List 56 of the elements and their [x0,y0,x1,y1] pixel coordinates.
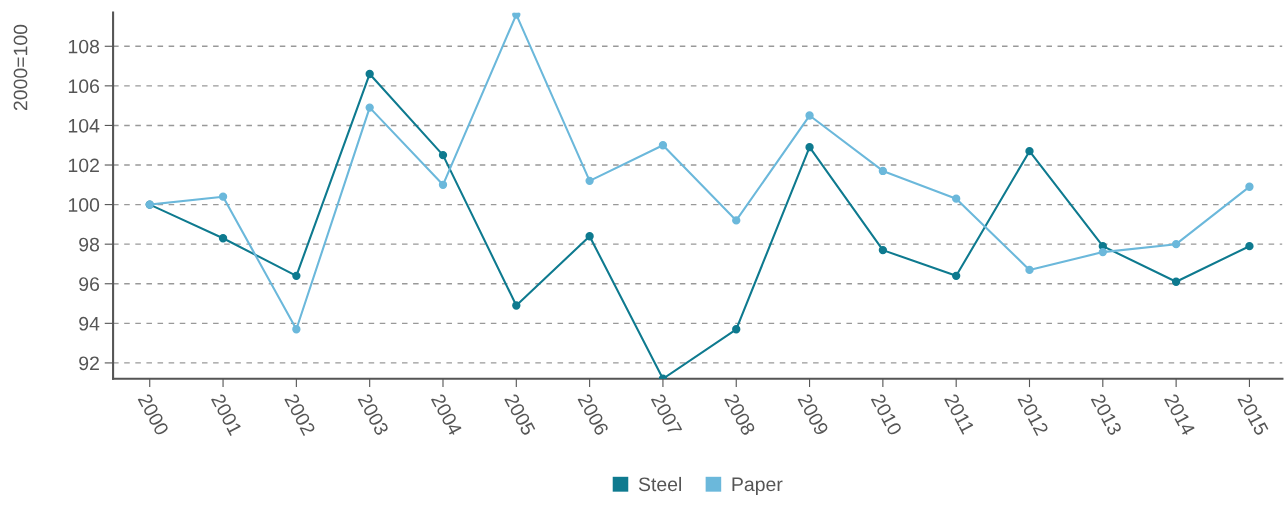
x-tick-label: 2000 [137,393,170,437]
point [438,150,448,160]
point [218,234,228,243]
y-tick-label: 102 [68,158,99,173]
point [1098,247,1107,257]
point [1025,265,1034,275]
x-tick-label: 2014 [1163,393,1196,437]
y-tick-label: 106 [68,79,100,94]
y-axis-title: 2000=100 [13,24,28,111]
x-tick-label: 2011 [944,393,975,435]
x-tick-label: 2009 [797,393,829,437]
point [1245,241,1254,251]
x-tick-label: 2006 [577,393,610,437]
x-tick-label: 2012 [1017,393,1049,436]
point [732,325,741,334]
point [658,141,668,150]
x-tick-label: 2004 [430,393,463,437]
point [878,166,888,176]
x-tick-label: 2008 [724,393,756,437]
y-tick-label: 96 [79,277,100,291]
point [1171,277,1181,286]
x-tick-label: 2001 [210,393,243,436]
point [292,325,301,334]
point [585,176,594,186]
x-tick-label: 2005 [504,393,536,437]
point [365,103,374,112]
point [1025,146,1034,156]
x-tick-label: 2007 [650,393,683,436]
y-tick-label: 108 [68,39,100,54]
legend-label: Paper [732,477,783,496]
point [878,245,888,255]
point [438,180,448,189]
point [292,271,301,281]
y-tick-label: 104 [68,118,100,133]
x-tick-label: 2003 [357,393,390,437]
point [585,232,594,241]
point [218,192,228,201]
y-tick-label: 100 [68,198,100,212]
point [732,216,741,225]
x-tick-label: 2002 [284,393,316,436]
point [805,143,814,152]
y-tick-label: 98 [79,237,100,252]
y-tick-label: 92 [79,356,99,371]
point [512,12,521,19]
point [805,111,814,120]
point [952,194,961,203]
point [365,69,374,79]
x-tick-label: 2015 [1237,393,1269,437]
point [952,271,961,281]
point [1171,240,1181,249]
point [1245,182,1254,191]
y-tick-label: 94 [79,316,100,331]
x-tick-label: 2010 [870,393,903,437]
point [512,301,521,310]
legend-label: Steel [638,476,682,492]
x-tick-label: 2013 [1090,393,1123,437]
